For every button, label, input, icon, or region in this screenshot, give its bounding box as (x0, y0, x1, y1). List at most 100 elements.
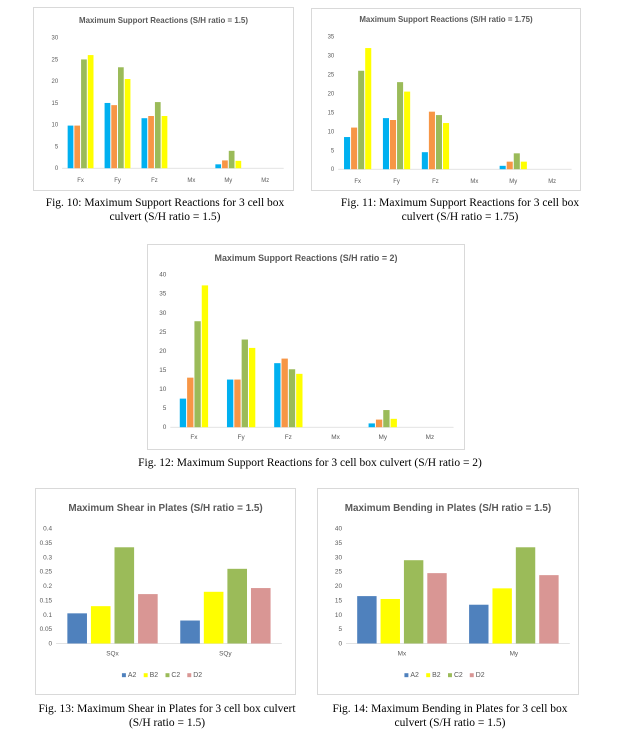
fig13-title: Maximum Shear in Plates (S/H ratio = 1.5… (68, 503, 262, 514)
fig13-legend-label: D2 (193, 672, 202, 679)
fig11-category-label: Fx (354, 179, 361, 185)
fig14-legend-swatch (404, 673, 409, 678)
fig10-bar (118, 67, 124, 169)
fig11-bar (428, 111, 435, 170)
fig14-legend-swatch (426, 673, 431, 678)
fig10-bar (111, 105, 118, 169)
fig13-bar (90, 606, 111, 644)
fig10-bar (141, 118, 148, 169)
fig10-ytick-label: 5 (55, 144, 59, 150)
fig13-legend-label: B2 (150, 672, 159, 679)
caption-fig13-line2: (S/H ratio = 1.5) (128, 717, 206, 729)
fig13-ytick-label: 0 (49, 640, 53, 647)
fig14-bar (492, 588, 512, 644)
fig13-bar (180, 620, 200, 644)
fig12-category-label: Fy (238, 434, 246, 441)
fig14-title: Maximum Bending in Plates (S/H ratio = 1… (345, 503, 551, 514)
fig12-ytick-label: 30 (159, 310, 167, 317)
chart-fig11-svg: Maximum Support Reactions (S/H ratio = 1… (328, 15, 572, 185)
fig14-legend-swatch (448, 673, 452, 678)
caption-fig14-line2: culvert (S/H ratio = 1.5) (394, 717, 506, 729)
fig13-legend-swatch (165, 673, 170, 678)
fig12-ytick-label: 20 (159, 348, 167, 355)
fig13-bar (203, 591, 224, 644)
fig11-bar (365, 48, 372, 170)
fig13-ytick-label: 0.05 (40, 626, 53, 633)
fig10-bar (124, 79, 131, 169)
fig14-ytick-label: 20 (335, 583, 343, 590)
fig11-category-label: Fy (393, 179, 400, 185)
fig12-bar (179, 398, 187, 428)
fig10-bar (154, 102, 161, 169)
fig12-bar (274, 363, 281, 428)
fig14-ytick-label: 25 (335, 569, 343, 576)
chart-fig12-svg: Maximum Support Reactions (S/H ratio = 2… (159, 253, 454, 441)
fig11-bar (513, 153, 520, 170)
caption-fig14: Fig. 14: Maximum Bending in Plates for 3… (305, 702, 595, 730)
fig12-bar (390, 418, 397, 428)
caption-fig10: Fig. 10: Maximum Support Reactions for 3… (20, 196, 310, 224)
fig12-ytick-label: 15 (159, 367, 167, 374)
fig13-ytick-label: 0.2 (43, 583, 52, 590)
fig12-bar (201, 285, 209, 428)
fig10-bar (228, 150, 235, 169)
fig11-category-label: Fz (432, 179, 439, 185)
caption-fig11: Fig. 11: Maximum Support Reactions for 3… (310, 196, 610, 224)
fig13-ytick-label: 0.4 (43, 526, 52, 533)
fig13-category-label: SQx (106, 650, 119, 657)
fig14-bar (427, 573, 447, 644)
fig11-ytick-label: 15 (328, 110, 335, 116)
fig10-bar (215, 164, 222, 169)
fig13-legend-swatch (143, 673, 148, 678)
fig11-ytick-label: 5 (331, 148, 335, 154)
fig11-category-label: Mx (470, 179, 478, 185)
fig11-ytick-label: 10 (328, 129, 335, 135)
fig12-bar (368, 423, 375, 428)
fig12-ytick-label: 25 (159, 329, 167, 336)
fig12-bar (296, 373, 303, 428)
fig11-bar (389, 120, 397, 170)
fig11-bar (520, 161, 527, 170)
fig10-category-label: Fx (77, 178, 84, 184)
fig13-ytick-label: 0.1 (43, 612, 52, 619)
fig12-bar (248, 347, 256, 428)
fig10-ytick-label: 0 (55, 166, 59, 172)
fig14-bar (515, 547, 536, 644)
chart-fig14-svg: Maximum Bending in Plates (S/H ratio = 1… (335, 503, 570, 679)
fig12-bar (234, 379, 241, 428)
caption-fig11-line1: Fig. 11: Maximum Support Reactions for 3… (340, 197, 580, 209)
fig10-bar (74, 125, 81, 169)
fig13-bar (67, 613, 87, 644)
fig14-bar (403, 560, 424, 644)
caption-fig10-line2: culvert (S/H ratio = 1.5) (109, 211, 221, 223)
chart-fig14: Maximum Bending in Plates (S/H ratio = 1… (317, 488, 579, 695)
fig12-ytick-label: 10 (159, 386, 167, 393)
fig13-legend-swatch (187, 673, 192, 678)
fig11-ytick-label: 30 (328, 54, 335, 60)
fig14-legend-label: C2 (454, 672, 463, 679)
fig10-category-label: My (224, 178, 232, 184)
fig11-bar (351, 127, 358, 170)
chart-fig13: Maximum Shear in Plates (S/H ratio = 1.5… (35, 488, 296, 695)
fig12-bar (281, 358, 288, 428)
chart-fig10: Maximum Support Reactions (S/H ratio = 1… (33, 7, 294, 191)
fig11-bar (382, 118, 389, 170)
fig12-bar (383, 410, 390, 428)
fig14-ytick-label: 10 (335, 612, 343, 619)
fig14-legend-label: D2 (476, 672, 485, 679)
fig14-category-label: My (510, 650, 519, 657)
fig12-bar (288, 369, 296, 428)
fig10-bar (235, 160, 242, 169)
fig12-ytick-label: 40 (159, 272, 167, 279)
fig13-legend-label: C2 (171, 672, 180, 679)
caption-fig14-line1: Fig. 14: Maximum Bending in Plates for 3… (332, 703, 568, 715)
fig14-ytick-label: 40 (335, 526, 343, 533)
fig10-bar (104, 102, 111, 169)
fig14-ytick-label: 30 (335, 554, 343, 561)
fig12-category-label: My (378, 434, 387, 441)
fig10-bar (81, 59, 87, 169)
fig13-legend-swatch (121, 673, 126, 678)
fig10-bar (222, 160, 228, 169)
caption-fig13: Fig. 13: Maximum Shear in Plates for 3 c… (22, 702, 312, 730)
fig13-ytick-label: 0.25 (40, 569, 53, 576)
